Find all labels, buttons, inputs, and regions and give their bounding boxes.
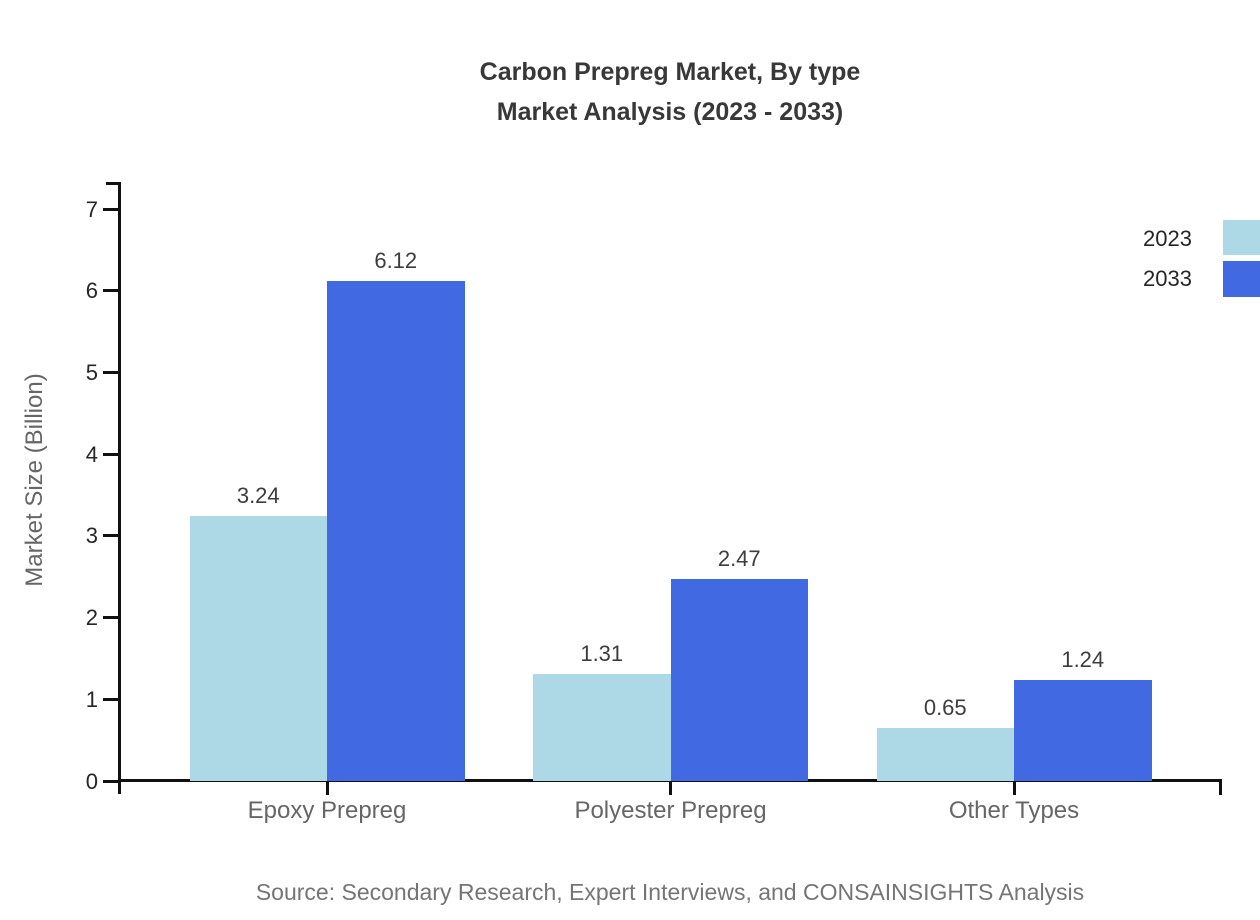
bar-2023-1	[189, 516, 327, 781]
bar-2033-2	[670, 579, 808, 781]
x-axis-category-label: Epoxy Prepreg	[247, 797, 407, 824]
x-axis-category-label: Polyester Prepreg	[574, 797, 767, 824]
y-tick	[103, 779, 119, 783]
bar-value-label: 3.24	[236, 483, 280, 509]
bar-value-label: 1.31	[580, 640, 624, 666]
legend-swatch-2023	[1223, 220, 1260, 255]
x-tick	[325, 782, 329, 795]
y-tick-label: 5	[85, 359, 98, 385]
y-tick	[103, 370, 119, 374]
y-tick	[103, 452, 119, 456]
bar-2023-2	[533, 673, 671, 781]
y-tick	[103, 616, 119, 620]
bar-value-label: 1.24	[1061, 646, 1105, 672]
chart-title-line1: Carbon Prepreg Market, By type	[479, 58, 861, 86]
y-tick	[103, 289, 119, 293]
bar-value-label: 6.12	[374, 247, 418, 273]
y-tick-label: 3	[85, 523, 98, 549]
bar-value-label: 0.65	[923, 694, 967, 720]
x-tick	[1012, 782, 1016, 795]
y-axis-title: Market Size (Billion)	[21, 373, 48, 587]
y-tick-label: 6	[85, 278, 98, 304]
bar-2033-3	[1014, 679, 1152, 781]
x-axis-end-tick	[1219, 782, 1222, 795]
bar-2033-1	[327, 280, 465, 781]
y-tick-label: 7	[85, 196, 98, 222]
x-tick	[669, 782, 672, 795]
y-axis-end-tick	[106, 182, 118, 185]
y-tick	[103, 534, 119, 538]
bar-value-label: 2.47	[717, 546, 761, 572]
y-tick-label: 0	[85, 768, 98, 794]
y-tick	[103, 697, 119, 701]
chart-title: Carbon Prepreg Market, By type Market An…	[0, 52, 1260, 132]
y-tick	[103, 207, 119, 211]
y-tick-label: 2	[85, 605, 98, 631]
x-axis-category-label: Other Types	[948, 797, 1080, 824]
bar-2023-3	[876, 727, 1014, 781]
source-note: Source: Secondary Research, Expert Inter…	[255, 879, 1085, 905]
y-tick-label: 4	[85, 441, 98, 467]
legend-swatch-2033	[1223, 261, 1260, 297]
y-axis-line	[118, 182, 121, 794]
legend-label-2033: 2033	[1143, 266, 1192, 291]
legend-label-2023: 2023	[1143, 226, 1192, 251]
y-tick-label: 1	[85, 686, 98, 712]
chart-title-line2: Market Analysis (2023 - 2033)	[496, 98, 844, 126]
